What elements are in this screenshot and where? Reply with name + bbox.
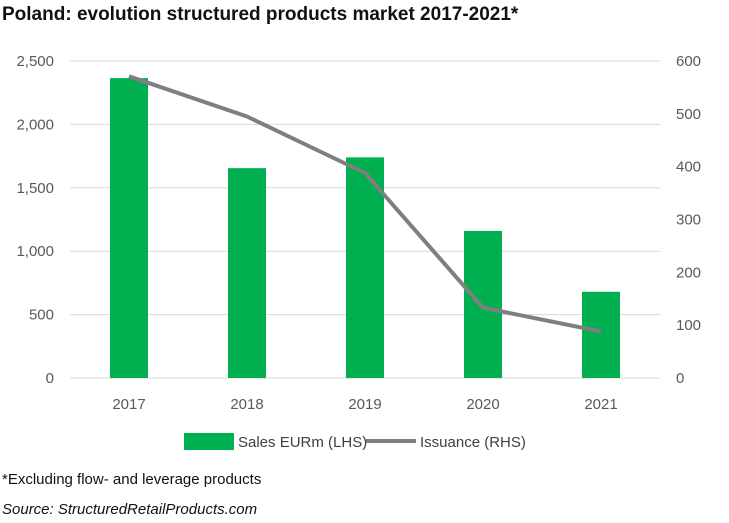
chart: 0 500 1,000 1,500 2,000 2,500 0 100 200 300 400 50… [16, 53, 701, 451]
bar-series [110, 78, 620, 379]
left-tick-label: 500 [29, 307, 54, 324]
footnote: *Excluding flow- and leverage products [2, 471, 262, 488]
x-axis: 2017 2018 2019 2020 2021 [112, 396, 617, 413]
right-tick-label: 600 [676, 53, 701, 70]
bar-2019 [346, 157, 384, 378]
bar-2018 [228, 168, 266, 378]
chart-title: Poland: evolution structured products ma… [2, 4, 519, 25]
right-axis: 0 100 200 300 400 500 600 [676, 53, 701, 387]
legend-bar-label: Sales EURm (LHS) [238, 434, 367, 451]
right-tick-label: 200 [676, 264, 701, 281]
x-tick-label: 2021 [584, 396, 617, 413]
bar-2017 [110, 78, 148, 379]
right-tick-label: 500 [676, 106, 701, 123]
x-tick-label: 2018 [230, 396, 263, 413]
legend-line-label: Issuance (RHS) [420, 434, 526, 451]
right-tick-label: 300 [676, 212, 701, 229]
right-tick-label: 0 [676, 370, 684, 387]
left-tick-label: 1,000 [16, 243, 54, 260]
bar-2020 [464, 230, 502, 378]
source-note: Source: StructuredRetailProducts.com [2, 501, 258, 518]
right-tick-label: 100 [676, 317, 701, 334]
legend: Sales EURm (LHS) Issuance (RHS) [184, 433, 526, 451]
x-tick-label: 2020 [466, 396, 499, 413]
x-tick-label: 2017 [112, 396, 145, 413]
right-tick-label: 400 [676, 159, 701, 176]
legend-bar-swatch [184, 433, 234, 450]
left-tick-label: 1,500 [16, 180, 54, 197]
line-series [128, 74, 602, 334]
bar-2021 [582, 291, 620, 378]
left-tick-label: 2,000 [16, 116, 54, 133]
left-tick-label: 2,500 [16, 53, 54, 70]
x-tick-label: 2019 [348, 396, 381, 413]
left-tick-label: 0 [46, 370, 54, 387]
left-axis: 0 500 1,000 1,500 2,000 2,500 [16, 53, 54, 387]
